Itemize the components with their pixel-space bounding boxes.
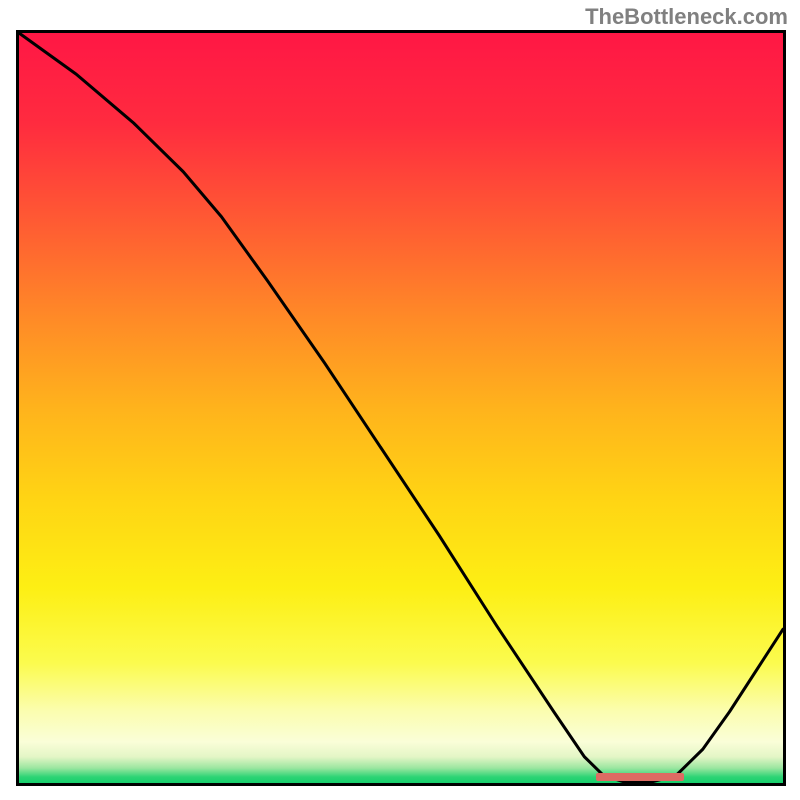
plot-area <box>16 30 786 786</box>
chart-container: TheBottleneck.com <box>0 0 800 800</box>
curve-layer <box>19 33 783 783</box>
bottom-marker <box>596 773 684 781</box>
watermark-text: TheBottleneck.com <box>585 4 788 30</box>
curve-path <box>19 33 783 782</box>
